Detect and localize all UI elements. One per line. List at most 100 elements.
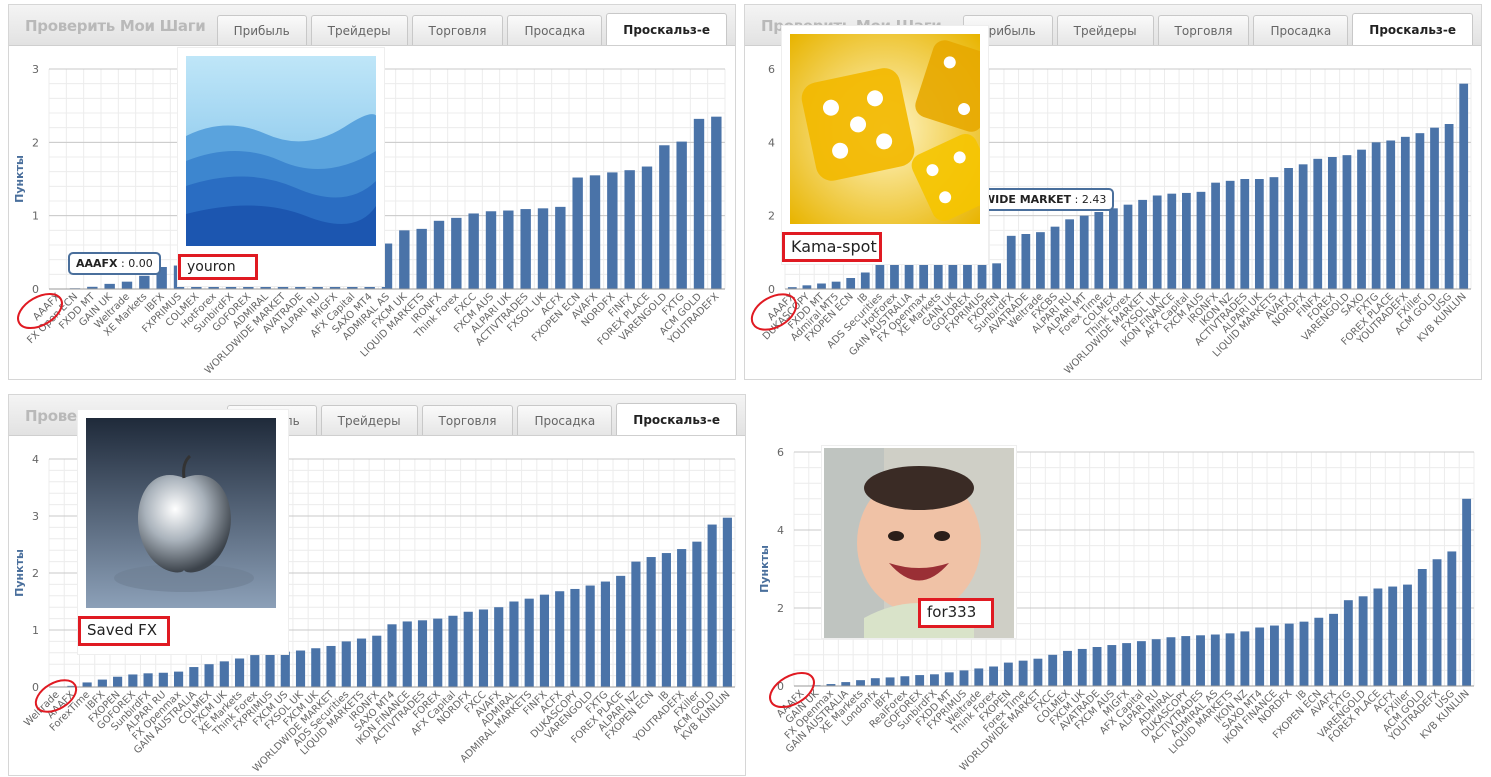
bar	[817, 283, 826, 289]
bar	[234, 658, 245, 687]
bar	[280, 651, 290, 687]
bar	[974, 668, 984, 686]
bar	[930, 674, 939, 686]
tab-slippage[interactable]: Проскальз-е	[616, 403, 737, 435]
bar	[1003, 662, 1013, 686]
bar	[661, 553, 671, 687]
bar	[387, 624, 397, 687]
bar	[692, 541, 702, 687]
bar	[1225, 180, 1235, 289]
bar	[1343, 600, 1353, 686]
username-label: Kama-spot	[782, 232, 882, 262]
bar	[904, 263, 914, 289]
bar	[250, 655, 260, 687]
y-tick-label: 4	[777, 524, 784, 537]
bar	[417, 620, 428, 687]
tab-slippage[interactable]: Проскальз-е	[606, 13, 727, 45]
bar	[524, 598, 534, 687]
bar	[341, 641, 351, 687]
bar	[826, 684, 836, 686]
bar	[570, 588, 580, 687]
y-tick-label: 0	[32, 283, 39, 296]
tooltip-value: : 2.43	[1074, 193, 1107, 206]
bar	[711, 116, 722, 290]
bar	[1018, 660, 1028, 686]
bar	[509, 601, 519, 687]
y-tick-label: 0	[777, 680, 784, 693]
bar	[870, 678, 880, 686]
bar	[989, 666, 998, 686]
bar	[919, 263, 929, 289]
tab-trading[interactable]: Торговля	[411, 15, 504, 45]
bar	[646, 557, 656, 687]
bar	[1123, 204, 1133, 289]
bar	[1299, 621, 1309, 686]
bar	[113, 676, 123, 687]
tab-slippage[interactable]: Проскальз-е	[1352, 13, 1473, 45]
bar	[585, 585, 595, 687]
bar	[143, 673, 153, 687]
bar	[1388, 586, 1398, 686]
avatar-card: Saved FX	[78, 410, 288, 654]
avatar-card: youron	[178, 48, 384, 286]
bar	[1430, 127, 1439, 290]
bar	[959, 670, 969, 686]
y-tick-label: 2	[777, 602, 784, 615]
bar	[174, 671, 184, 687]
bar	[402, 621, 412, 687]
bar	[1240, 179, 1250, 289]
bar	[1284, 623, 1294, 686]
tab-trading[interactable]: Торговля	[421, 405, 514, 435]
bar	[890, 263, 899, 289]
y-tick-label: 1	[32, 210, 39, 223]
bar	[659, 145, 670, 289]
bar	[1182, 192, 1191, 289]
bar	[1107, 645, 1117, 686]
bar	[1166, 637, 1176, 686]
bar	[1415, 133, 1425, 289]
tab-traders[interactable]: Трейдеры	[1056, 15, 1154, 45]
bar	[1063, 650, 1072, 686]
bar	[1342, 155, 1352, 289]
bar	[128, 674, 138, 687]
bar	[1036, 232, 1045, 289]
username-label: Saved FX	[78, 616, 170, 646]
bar	[1196, 191, 1206, 289]
tab-trading[interactable]: Торговля	[1157, 15, 1250, 45]
bar	[915, 675, 925, 686]
yellow-dice-image	[790, 34, 980, 224]
panel-title: Проверить Мои Шаги	[25, 17, 206, 35]
panel-header: Проверить Мои Шаги Прибыль Трейдеры Торг…	[9, 5, 735, 46]
username-label: youron	[178, 254, 258, 280]
bar	[1065, 219, 1074, 289]
bar	[520, 209, 531, 289]
tab-drawdown[interactable]: Просадка	[507, 15, 603, 45]
bar	[189, 667, 199, 687]
bar	[1048, 654, 1058, 686]
bar	[933, 263, 943, 289]
bar	[948, 263, 958, 289]
bar	[121, 281, 133, 289]
bar	[607, 172, 618, 289]
bar	[1373, 588, 1383, 686]
silver-apple-image	[86, 418, 276, 608]
bar	[1447, 551, 1457, 686]
bar	[1284, 168, 1293, 289]
tab-profit[interactable]: Прибыль	[216, 15, 307, 45]
y-axis-label: Пункты	[13, 155, 26, 203]
username-label: for333	[918, 598, 994, 628]
tab-drawdown[interactable]: Просадка	[1253, 15, 1349, 45]
tab-traders[interactable]: Трейдеры	[310, 15, 408, 45]
tab-traders[interactable]: Трейдеры	[320, 405, 418, 435]
bar	[1386, 140, 1396, 289]
y-tick-label: 4	[32, 453, 39, 466]
bar	[944, 672, 954, 686]
bar	[1094, 212, 1104, 289]
avatar-card: Kama-spot	[782, 26, 988, 264]
bar	[1400, 136, 1410, 289]
bar	[1181, 636, 1191, 686]
bar	[451, 217, 462, 289]
tab-drawdown[interactable]: Просадка	[517, 405, 613, 435]
